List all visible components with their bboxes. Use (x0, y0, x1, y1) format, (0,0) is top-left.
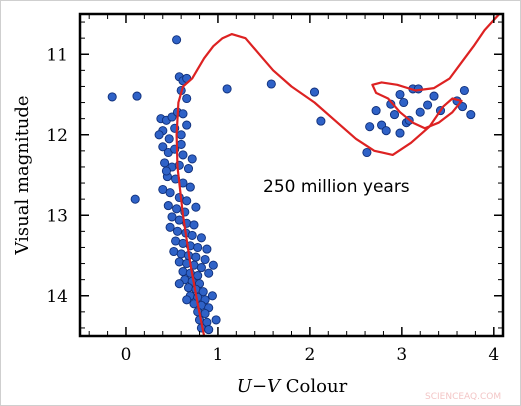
data-point (423, 100, 433, 110)
data-point (371, 106, 381, 116)
data-point (193, 242, 203, 253)
data-point (130, 194, 140, 204)
data-point (204, 325, 214, 335)
data-point (132, 91, 142, 101)
data-point (165, 188, 175, 198)
data-point (429, 91, 439, 101)
data-point (172, 204, 182, 214)
data-point (365, 122, 375, 132)
data-point (187, 230, 197, 240)
y-tick-label: 14 (46, 287, 68, 307)
data-point (459, 85, 469, 96)
data-point (415, 107, 425, 117)
x-tick-label: 1 (213, 345, 224, 365)
y-tick-label: 13 (46, 206, 68, 226)
data-point (196, 263, 206, 273)
data-point (196, 233, 206, 243)
data-point (171, 236, 181, 246)
x-axis-label-italic: U−V (237, 376, 282, 397)
data-point (107, 92, 117, 102)
data-point (165, 222, 175, 232)
data-point (174, 279, 184, 289)
data-point (316, 116, 326, 126)
data-point (182, 120, 192, 130)
data-point (309, 87, 320, 97)
x-axis-label-rest: Colour (280, 376, 348, 397)
data-point (185, 182, 195, 192)
data-point (189, 220, 199, 230)
data-point (457, 102, 468, 112)
chart-annotation: 250 million years (263, 177, 410, 197)
data-point (183, 283, 194, 293)
data-point (204, 268, 214, 278)
plot-area (107, 14, 501, 336)
data-point (202, 244, 212, 254)
x-tick-label: 0 (121, 345, 132, 365)
data-point (163, 201, 173, 211)
data-point (172, 226, 183, 236)
data-point (207, 291, 217, 301)
data-point (169, 246, 179, 257)
data-point (183, 164, 194, 174)
data-point (178, 150, 188, 160)
data-point (191, 252, 201, 262)
x-axis-label: U−V Colour (237, 376, 348, 397)
data-point (395, 89, 405, 100)
data-point (161, 166, 171, 176)
data-point (208, 260, 218, 270)
data-point (176, 249, 186, 259)
data-point (362, 147, 372, 158)
data-point (178, 267, 188, 277)
data-point (158, 142, 168, 152)
data-point (182, 93, 192, 104)
data-point (164, 134, 174, 144)
data-point (172, 35, 182, 45)
y-tick-label: 11 (46, 45, 68, 65)
watermark: SCIENCEAQ.COM (425, 392, 501, 402)
data-point (174, 257, 184, 267)
data-point (266, 79, 276, 89)
y-tick-label: 12 (46, 126, 68, 146)
data-point (200, 254, 210, 265)
x-tick-label: 2 (304, 345, 315, 365)
data-point (187, 154, 197, 164)
data-point (399, 97, 409, 108)
data-point (176, 139, 186, 149)
data-point (178, 109, 188, 119)
x-tick-label: 4 (488, 345, 499, 365)
data-point (182, 196, 192, 206)
data-point (222, 84, 232, 94)
data-point (160, 158, 170, 168)
data-point (176, 130, 186, 140)
data-point (381, 126, 391, 136)
data-point (154, 130, 164, 140)
data-point (466, 110, 476, 120)
data-point (395, 128, 405, 138)
data-point (211, 315, 221, 325)
data-point (191, 202, 201, 212)
data-point (200, 308, 210, 319)
data-point (182, 295, 192, 305)
isochrone-line (175, 14, 501, 336)
y-axis-label: Visual magnitude (12, 95, 33, 255)
x-tick-label: 3 (396, 345, 407, 365)
data-point (389, 110, 400, 120)
